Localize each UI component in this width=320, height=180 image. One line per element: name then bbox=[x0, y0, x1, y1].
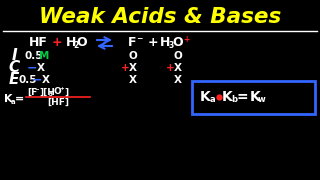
Text: K: K bbox=[250, 90, 260, 104]
Text: O: O bbox=[77, 37, 87, 50]
Text: ][H: ][H bbox=[39, 87, 55, 96]
Text: Weak Acids & Bases: Weak Acids & Bases bbox=[39, 7, 281, 27]
Text: +: + bbox=[121, 63, 129, 73]
Text: 3: 3 bbox=[168, 41, 174, 50]
Text: O: O bbox=[173, 37, 183, 50]
Text: M: M bbox=[39, 51, 49, 61]
Text: F: F bbox=[128, 37, 136, 50]
Text: a: a bbox=[11, 98, 16, 105]
Text: 2: 2 bbox=[74, 41, 79, 50]
Text: C: C bbox=[8, 60, 20, 75]
Text: X: X bbox=[129, 63, 137, 73]
Text: −: − bbox=[35, 87, 39, 91]
Text: [HF]: [HF] bbox=[47, 98, 69, 107]
Text: E: E bbox=[9, 73, 19, 87]
Text: =: = bbox=[236, 90, 248, 104]
Text: K: K bbox=[4, 94, 12, 104]
FancyBboxPatch shape bbox=[191, 80, 315, 114]
Text: −: − bbox=[136, 35, 142, 44]
Text: 0.5: 0.5 bbox=[25, 51, 43, 61]
Text: ]: ] bbox=[64, 87, 68, 96]
Text: +: + bbox=[166, 63, 174, 73]
Text: X: X bbox=[42, 75, 50, 85]
Text: +: + bbox=[183, 35, 189, 44]
Text: K: K bbox=[222, 90, 232, 104]
Text: HF: HF bbox=[28, 37, 47, 50]
Text: X: X bbox=[174, 75, 182, 85]
Text: +: + bbox=[52, 37, 62, 50]
Text: X: X bbox=[174, 63, 182, 73]
Text: [F: [F bbox=[27, 87, 37, 96]
Text: w: w bbox=[258, 96, 266, 105]
Text: I: I bbox=[11, 48, 17, 64]
Text: O: O bbox=[174, 51, 182, 61]
Text: O: O bbox=[54, 87, 62, 96]
Text: H: H bbox=[66, 37, 76, 50]
Text: 0.5: 0.5 bbox=[19, 75, 37, 85]
Text: O: O bbox=[129, 51, 137, 61]
Text: 3: 3 bbox=[49, 92, 53, 97]
Text: X: X bbox=[37, 63, 45, 73]
Text: −: − bbox=[27, 62, 37, 75]
Text: −: − bbox=[32, 73, 42, 87]
Text: H: H bbox=[160, 37, 170, 50]
Text: X: X bbox=[129, 75, 137, 85]
Text: +: + bbox=[148, 37, 158, 50]
Text: +: + bbox=[60, 87, 64, 91]
Text: a: a bbox=[209, 96, 215, 105]
Text: b: b bbox=[231, 96, 237, 105]
Text: K: K bbox=[200, 90, 210, 104]
Text: =: = bbox=[15, 94, 25, 104]
